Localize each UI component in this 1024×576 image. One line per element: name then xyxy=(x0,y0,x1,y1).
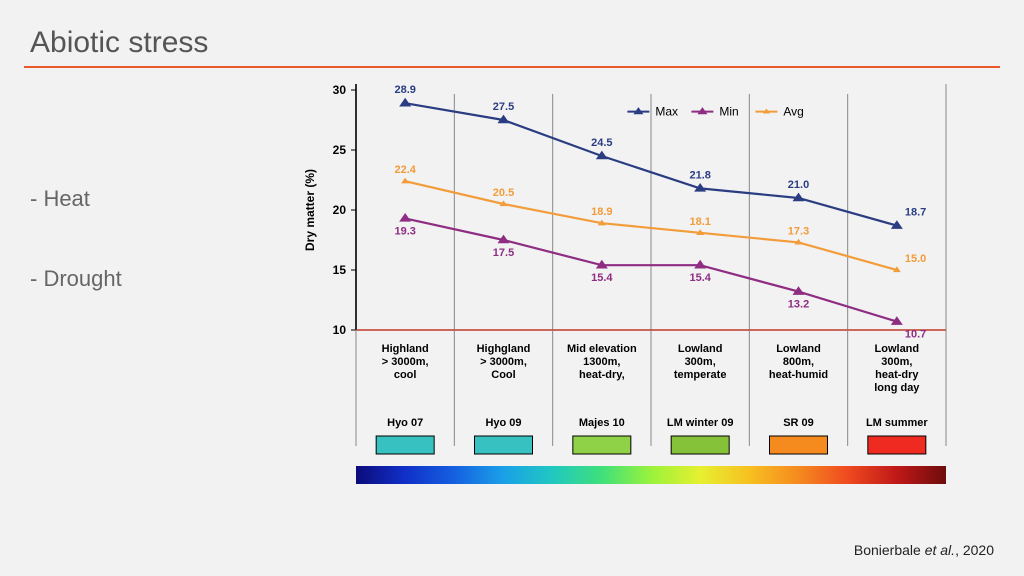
svg-text:Hyo 09: Hyo 09 xyxy=(485,417,521,429)
svg-text:22.4: 22.4 xyxy=(394,164,416,176)
svg-text:24.5: 24.5 xyxy=(591,137,612,149)
svg-text:20.5: 20.5 xyxy=(493,187,514,199)
svg-text:Highgland: Highgland xyxy=(477,343,531,355)
svg-text:800m,: 800m, xyxy=(783,356,814,368)
svg-text:SR 09: SR 09 xyxy=(783,417,814,429)
svg-text:Avg: Avg xyxy=(783,105,803,119)
slide-title: Abiotic stress xyxy=(24,18,1000,66)
bullet-item: - Drought xyxy=(30,266,284,292)
svg-text:Cool: Cool xyxy=(491,369,515,381)
svg-text:Hyo 07: Hyo 07 xyxy=(387,417,423,429)
svg-text:Lowland: Lowland xyxy=(678,343,723,355)
svg-text:LM winter 09: LM winter 09 xyxy=(667,417,734,429)
svg-text:long day: long day xyxy=(874,382,920,394)
svg-text:28.9: 28.9 xyxy=(394,84,415,96)
svg-text:17.3: 17.3 xyxy=(788,225,809,237)
svg-text:Dry matter (%): Dry matter (%) xyxy=(303,169,317,251)
svg-text:LM summer: LM summer xyxy=(866,417,928,429)
svg-text:> 3000m,: > 3000m, xyxy=(480,356,527,368)
svg-text:300m,: 300m, xyxy=(685,356,716,368)
title-rule xyxy=(24,66,1000,68)
bullets-panel: - Heat - Drought xyxy=(24,76,284,556)
dry-matter-chart: 10 15 20 25 30 Dry matter (%) 28.9 27.5 24.5 21.8… xyxy=(284,76,964,536)
svg-text:15: 15 xyxy=(333,263,347,277)
svg-text:> 3000m,: > 3000m, xyxy=(382,356,429,368)
svg-text:19.3: 19.3 xyxy=(394,225,415,237)
svg-text:15.4: 15.4 xyxy=(591,272,613,284)
bullet-item: - Heat xyxy=(30,186,284,212)
svg-text:cool: cool xyxy=(394,369,417,381)
svg-text:10.7: 10.7 xyxy=(905,329,926,341)
svg-text:27.5: 27.5 xyxy=(493,101,514,113)
svg-text:Lowland: Lowland xyxy=(875,343,920,355)
svg-text:Lowland: Lowland xyxy=(776,343,821,355)
svg-text:heat-dry,: heat-dry, xyxy=(579,369,625,381)
svg-text:Highland: Highland xyxy=(382,343,429,355)
svg-text:21.8: 21.8 xyxy=(689,169,710,181)
svg-text:Max: Max xyxy=(655,105,678,119)
svg-text:Min: Min xyxy=(719,105,738,119)
svg-text:10: 10 xyxy=(333,323,347,337)
svg-text:Majes 10: Majes 10 xyxy=(579,417,625,429)
svg-text:17.5: 17.5 xyxy=(493,247,514,259)
svg-text:heat-dry: heat-dry xyxy=(875,369,919,381)
citation: Bonierbale et al., 2020 xyxy=(854,542,994,558)
svg-text:21.0: 21.0 xyxy=(788,179,809,191)
svg-text:300m,: 300m, xyxy=(881,356,912,368)
svg-text:heat-humid: heat-humid xyxy=(769,369,828,381)
svg-text:18.1: 18.1 xyxy=(689,216,710,228)
svg-text:Mid elevation: Mid elevation xyxy=(567,343,637,355)
svg-text:1300m,: 1300m, xyxy=(583,356,620,368)
svg-text:18.9: 18.9 xyxy=(591,206,612,218)
svg-text:15.0: 15.0 xyxy=(905,253,926,265)
svg-text:15.4: 15.4 xyxy=(689,272,711,284)
svg-text:30: 30 xyxy=(333,83,347,97)
svg-text:20: 20 xyxy=(333,203,347,217)
svg-text:13.2: 13.2 xyxy=(788,299,809,311)
svg-text:18.7: 18.7 xyxy=(905,207,926,219)
svg-text:temperate: temperate xyxy=(674,369,727,381)
svg-text:25: 25 xyxy=(333,143,347,157)
